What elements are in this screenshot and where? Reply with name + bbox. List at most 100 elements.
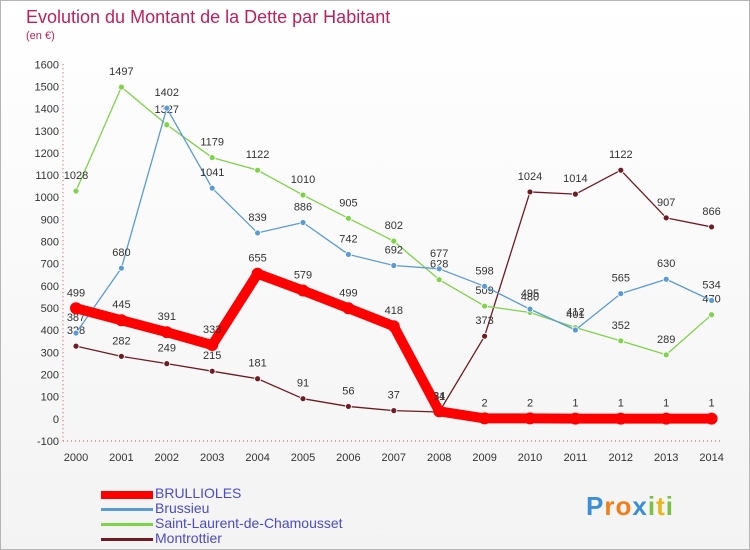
x-tick-label: 2005 [291, 452, 315, 464]
data-label: 1028 [64, 170, 88, 182]
y-tick-label: 0 [53, 414, 59, 426]
data-point [208, 184, 216, 192]
data-label: 579 [294, 270, 312, 282]
data-point [163, 104, 171, 112]
data-label: 1010 [291, 174, 315, 186]
data-point [254, 229, 262, 237]
data-point [390, 237, 398, 245]
data-label: 499 [339, 287, 357, 299]
data-label: 1497 [109, 66, 133, 78]
data-label: 352 [612, 320, 630, 332]
data-label: 373 [475, 315, 493, 327]
data-label: 866 [702, 206, 720, 218]
data-label: 1 [663, 398, 669, 410]
data-point [208, 154, 216, 161]
data-label: 655 [248, 253, 266, 265]
data-point [115, 314, 128, 327]
y-tick-label: 500 [41, 303, 59, 315]
data-label: 802 [385, 220, 403, 232]
data-point [435, 276, 443, 284]
data-point [481, 302, 489, 310]
legend-swatch [101, 508, 153, 511]
data-label: 886 [294, 202, 312, 214]
x-tick-label: 2011 [564, 452, 588, 464]
data-point [344, 403, 352, 410]
chart-subtitle: (en €) [26, 30, 55, 42]
data-point [435, 265, 443, 273]
x-tick-label: 2010 [518, 452, 542, 464]
data-point [251, 267, 264, 280]
y-tick-label: 900 [41, 214, 59, 226]
x-tick-label: 2002 [155, 452, 179, 464]
y-tick-label: 200 [41, 370, 59, 382]
data-label: 692 [385, 244, 403, 256]
y-tick-label: 800 [41, 237, 59, 249]
data-point [390, 407, 398, 415]
data-label: 34 [433, 390, 445, 402]
data-point [705, 412, 718, 425]
data-point [526, 305, 534, 313]
data-point [614, 412, 627, 425]
data-label: 480 [521, 291, 539, 303]
data-label: 181 [248, 358, 266, 370]
data-label: 1041 [200, 167, 224, 179]
y-tick-label: 300 [41, 347, 59, 359]
logo-letter: P [586, 491, 605, 521]
data-label: 401 [566, 309, 584, 321]
data-label: 1122 [246, 149, 270, 161]
data-point [617, 290, 625, 298]
data-point [481, 282, 489, 290]
legend-swatch [101, 491, 153, 499]
data-point [390, 262, 398, 269]
x-tick-label: 2009 [472, 452, 496, 464]
data-label: 905 [339, 197, 357, 209]
data-label: 565 [612, 273, 630, 285]
data-point [254, 375, 262, 383]
data-point [660, 412, 673, 425]
data-label: 215 [203, 350, 221, 362]
data-point [118, 264, 125, 272]
x-tick-label: 2013 [654, 452, 678, 464]
x-tick-label: 2000 [64, 452, 88, 464]
data-point [342, 302, 355, 315]
x-tick-label: 2001 [109, 452, 133, 464]
data-point [299, 219, 307, 226]
data-point [297, 284, 309, 297]
data-label: 1 [709, 398, 715, 410]
data-point [478, 412, 491, 425]
data-label: 387 [67, 312, 85, 324]
data-point [208, 367, 216, 375]
y-tick-label: 1400 [35, 104, 59, 116]
data-label: 2 [482, 397, 488, 409]
y-tick-label: -100 [37, 436, 59, 448]
legend-swatch [101, 523, 153, 526]
data-point [617, 166, 625, 174]
data-label: 412 [566, 307, 584, 319]
data-label: 628 [430, 259, 448, 271]
data-point [708, 223, 715, 231]
data-point [572, 190, 579, 198]
data-point [617, 337, 625, 345]
logo-letter: r [604, 491, 616, 521]
data-label: 333 [203, 324, 221, 336]
data-label: 1 [618, 398, 624, 410]
data-point [72, 329, 80, 337]
y-tick-label: 400 [41, 325, 59, 337]
data-label: 1 [572, 398, 578, 410]
data-point [72, 342, 80, 350]
legend-swatch [101, 538, 153, 541]
data-label: 289 [657, 334, 675, 346]
data-point [118, 352, 125, 360]
x-tick-label: 2003 [200, 452, 224, 464]
y-tick-label: 1000 [35, 192, 59, 204]
data-label: 499 [67, 287, 85, 299]
data-label: 37 [388, 390, 400, 402]
data-label: 598 [475, 265, 493, 277]
y-tick-label: 600 [41, 281, 59, 293]
data-point [344, 251, 352, 258]
x-tick-label: 2007 [382, 452, 406, 464]
logo-letter: i [665, 491, 674, 521]
data-point [254, 166, 262, 174]
